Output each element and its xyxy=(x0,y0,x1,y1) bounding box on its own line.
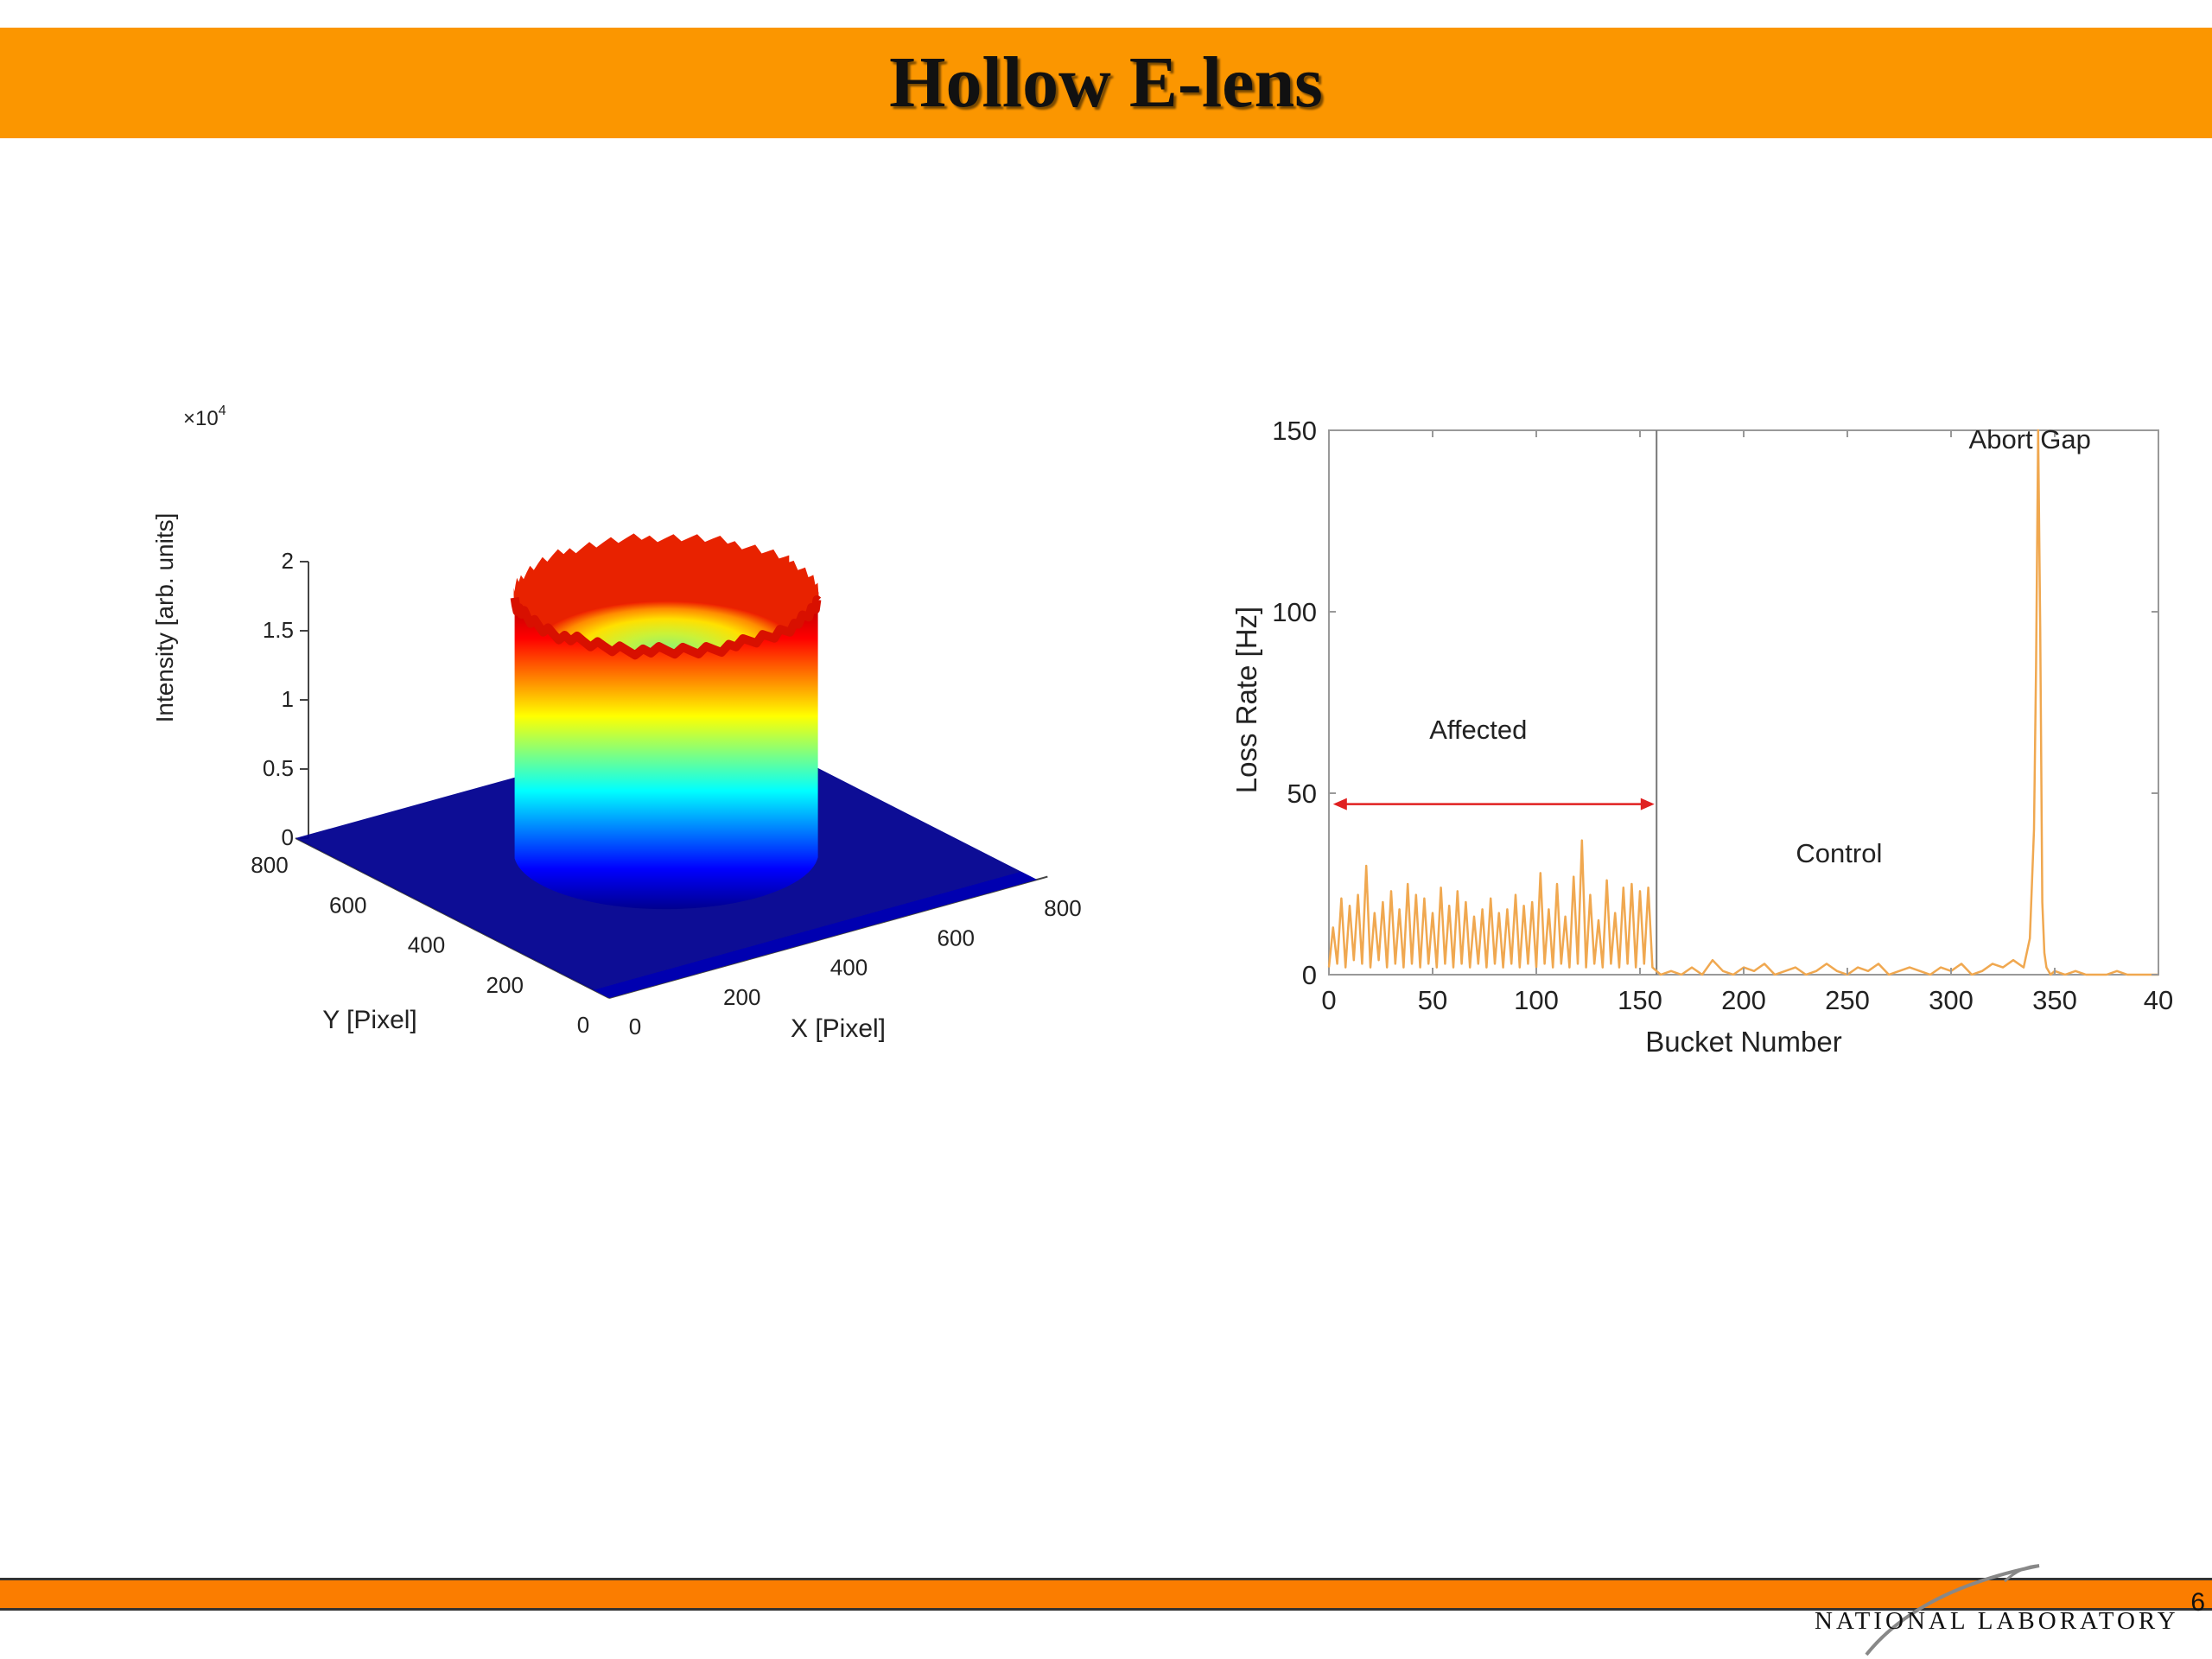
z-tick-label: 0.5 xyxy=(263,755,294,781)
surface-plot-panel: 0 0.5 1 1.5 2 0 200 400 600 800 0 200 400 600 800 Inte… xyxy=(138,397,1123,1071)
series-group xyxy=(1327,429,2158,976)
x-tick-label: 0 xyxy=(1321,985,1336,1015)
logo-swoosh-icon xyxy=(1865,1564,2040,1656)
y-tick-label: 0 xyxy=(1302,960,1317,990)
x-tick-label: 400 xyxy=(830,955,868,981)
y-tick-label: 50 xyxy=(1287,779,1317,809)
x-tick-label: 0 xyxy=(629,1014,641,1039)
y-tick-label: 200 xyxy=(486,972,524,998)
z-axis-label: Intensity [arb. units] xyxy=(151,513,178,723)
arrow-head-right xyxy=(1640,798,1655,810)
annotation-label: Abort Gap xyxy=(1969,424,2091,454)
arrow-head-left xyxy=(1332,798,1347,810)
ring-front-wall xyxy=(514,597,818,910)
z-tick-label: 1 xyxy=(282,686,294,712)
y-tick-label: 0 xyxy=(577,1012,589,1038)
plot-border xyxy=(1328,429,2159,976)
y-tick-label: 150 xyxy=(1272,416,1317,446)
annotation-group: Affected Control Abort Gap xyxy=(1332,424,2091,868)
annotation-label: Control xyxy=(1796,838,1882,868)
loss-chart-panel: 0 50 100 150 200 250 300 350 40 0 50 100 150 Affecte… xyxy=(1210,397,2212,1071)
z-multiplier: ×104 xyxy=(183,404,226,430)
ring-front-rim xyxy=(510,595,822,660)
logo-wordmark: NATIONAL LABORATORY xyxy=(1815,1607,2179,1635)
x-axis-label: X [Pixel] xyxy=(791,1014,886,1043)
surface-body xyxy=(296,533,1037,998)
x-tick-label: 300 xyxy=(1929,985,1974,1015)
y-tick-label: 800 xyxy=(251,852,288,878)
z-multiplier-exponent: 4 xyxy=(219,404,226,418)
y-tick-label: 600 xyxy=(329,892,366,918)
x-tick-label: 100 xyxy=(1514,985,1559,1015)
x-tick-label: 50 xyxy=(1418,985,1447,1015)
x-tick-label: 200 xyxy=(1721,985,1766,1015)
x-tick-label: 200 xyxy=(723,984,760,1010)
x-tick-label: 150 xyxy=(1618,985,1662,1015)
page-number: 6 xyxy=(2190,1588,2205,1617)
y-tick-label: 100 xyxy=(1272,597,1317,627)
bnl-logo: NATIONAL LABORATORY 6 xyxy=(1789,1555,2212,1659)
y-tick-label: 400 xyxy=(408,932,445,958)
footer-bar xyxy=(0,1578,2212,1611)
x-tick-label: 350 xyxy=(2032,985,2077,1015)
x-tick-label: 40 xyxy=(2144,985,2173,1015)
annotation-label: Affected xyxy=(1429,715,1527,745)
title-bar: Hollow E-lens xyxy=(0,28,2212,138)
x-tick-label: 250 xyxy=(1825,985,1870,1015)
y-axis-label: Loss Rate [Hz] xyxy=(1230,607,1262,793)
plot-frame xyxy=(1328,429,2159,976)
x-tick-label: 600 xyxy=(938,925,975,950)
z-tick-label: 2 xyxy=(282,548,294,574)
z-tick-label: 0 xyxy=(282,824,294,850)
loss-series-line xyxy=(1327,429,2158,976)
z-tick-label: 1.5 xyxy=(263,617,294,643)
x-tick-label: 800 xyxy=(1044,895,1081,921)
y-axis-label: Y [Pixel] xyxy=(322,1006,417,1034)
surface-floor-edge xyxy=(593,871,1037,998)
x-axis-label: Bucket Number xyxy=(1645,1026,1841,1058)
slide-title: Hollow E-lens xyxy=(889,42,1323,123)
